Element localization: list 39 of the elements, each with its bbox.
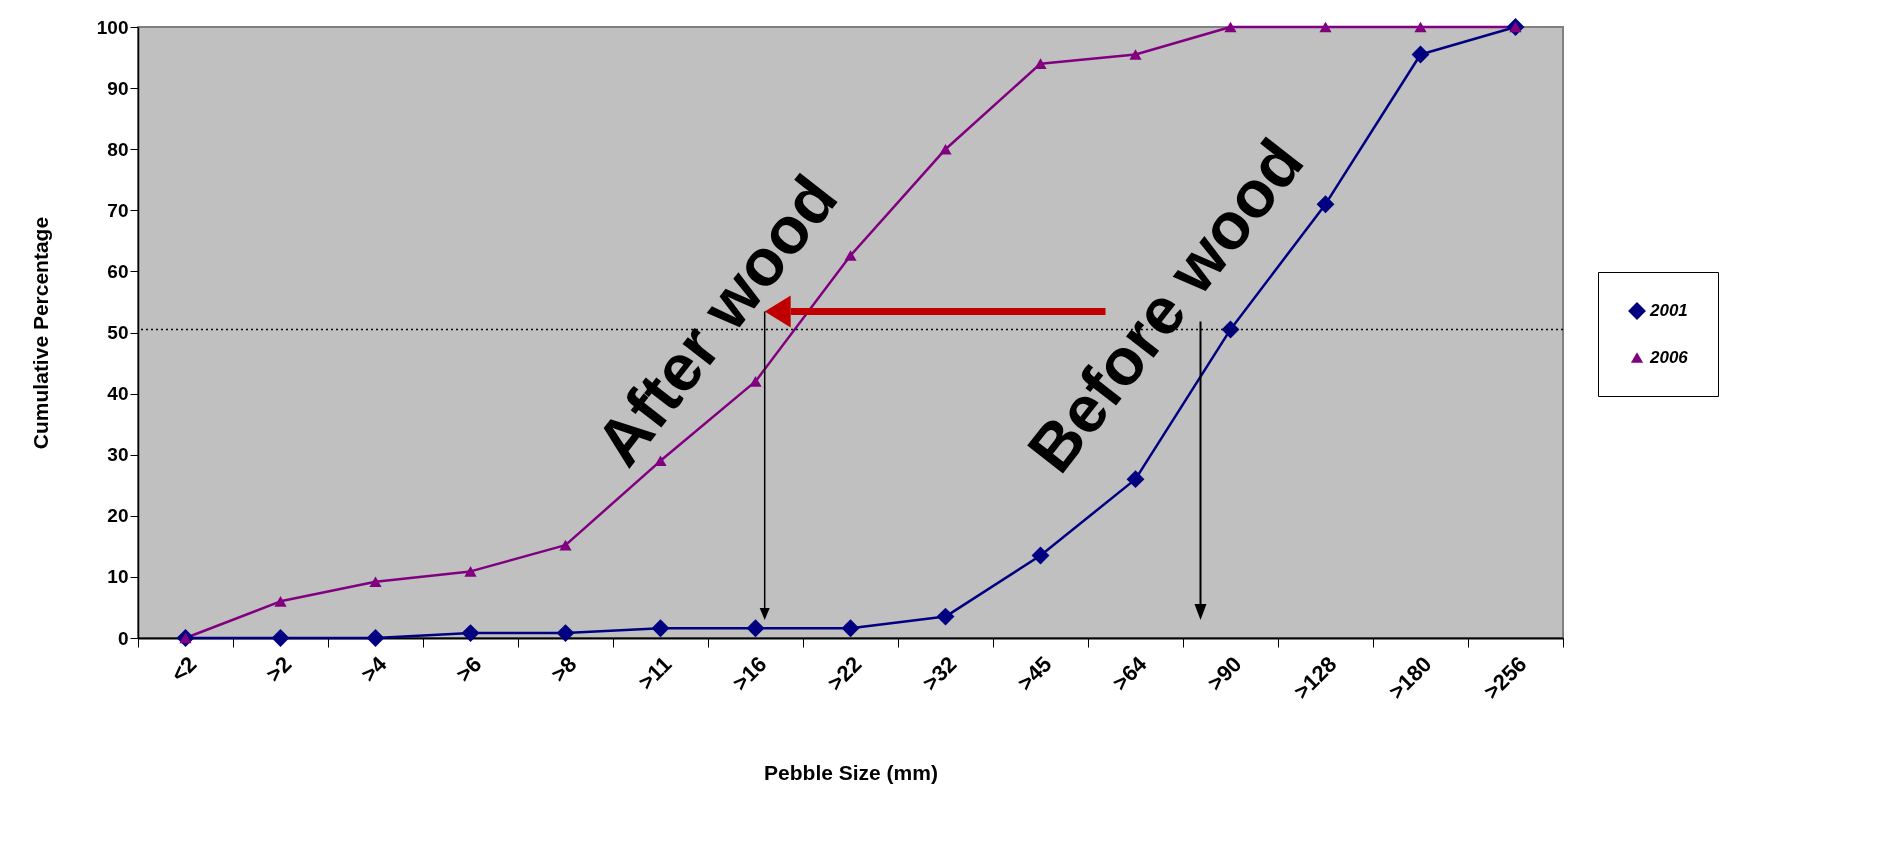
point (556, 624, 575, 643)
y-tick-label: 30 (107, 444, 129, 466)
point (1031, 546, 1050, 565)
y-axis-title: Cumulative Percentage (28, 216, 52, 450)
point (936, 607, 955, 626)
y-tick-label: 80 (107, 138, 129, 160)
point (1316, 195, 1335, 214)
x-tick-label: <2 (166, 651, 202, 687)
x-tick-label: >45 (1012, 651, 1057, 696)
x-tick-label: >8 (546, 651, 582, 687)
x-tick-label: >6 (451, 651, 487, 687)
y-tick-label: 90 (107, 77, 129, 99)
point (1411, 45, 1430, 64)
y-tick-label: 20 (107, 505, 129, 527)
point (841, 619, 860, 638)
x-axis-title: Pebble Size (mm) (764, 761, 938, 785)
y-tick-label: 0 (117, 627, 129, 649)
point (461, 624, 480, 643)
y-tick-label: 100 (96, 16, 129, 38)
y-tick-label: 50 (107, 322, 129, 343)
point (271, 629, 290, 647)
x-tick-label: >11 (633, 651, 677, 695)
point (746, 619, 765, 638)
x-tick-label: >90 (1202, 651, 1247, 696)
x-tick-label: >32 (917, 651, 962, 696)
y-tick-label: 60 (107, 260, 129, 282)
x-tick-label: >64 (1107, 650, 1153, 696)
x-tick-label: >4 (356, 650, 393, 687)
x-tick-label: >22 (822, 651, 867, 696)
point (366, 629, 385, 647)
legend-label: 2001 (1649, 301, 1688, 320)
x-tick-label: >16 (727, 651, 772, 696)
y-tick-label: 70 (107, 199, 129, 221)
y-tick-label: 40 (107, 383, 129, 405)
point (651, 619, 670, 638)
x-tick-label: >2 (261, 651, 297, 687)
point (1221, 320, 1240, 339)
y-tick-label: 10 (107, 566, 129, 588)
legend-label: 2006 (1649, 347, 1689, 367)
